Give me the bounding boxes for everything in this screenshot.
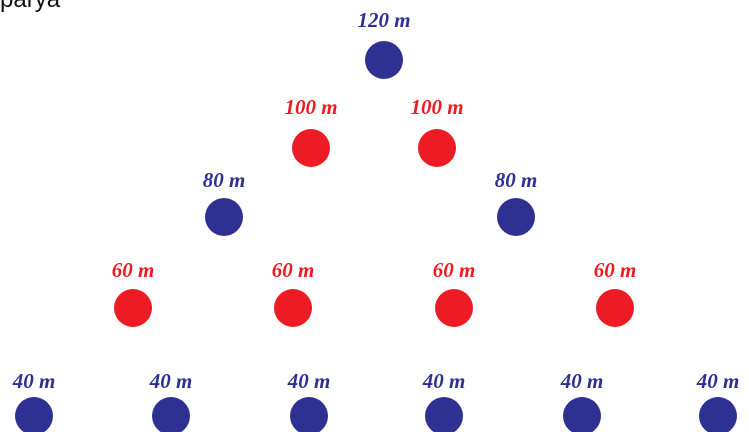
node-distance-label: 40 m xyxy=(560,369,604,393)
node-distance-label: 60 m xyxy=(594,258,637,282)
node-dot-blue xyxy=(205,198,243,236)
node-dot-blue xyxy=(699,397,737,432)
node-dot-blue xyxy=(152,397,190,432)
cropped-heading-text: parya xyxy=(0,0,60,12)
node-distance-label: 80 m xyxy=(495,168,538,192)
node-dot-red xyxy=(274,289,312,327)
node-dot-blue xyxy=(365,41,403,79)
node-dot-red xyxy=(114,289,152,327)
node-distance-label: 40 m xyxy=(149,369,193,393)
node-dot-blue xyxy=(290,397,328,432)
node-distance-label: 60 m xyxy=(112,258,155,282)
node-dot-blue xyxy=(497,198,535,236)
node-dot-red xyxy=(435,289,473,327)
node-dot-blue xyxy=(15,397,53,432)
node-dot-blue xyxy=(425,397,463,432)
node-distance-label: 40 m xyxy=(287,369,331,393)
node-distance-label: 100 m xyxy=(284,95,337,119)
node-distance-label: 60 m xyxy=(272,258,315,282)
node-distance-label: 60 m xyxy=(433,258,476,282)
node-distance-label: 40 m xyxy=(696,369,740,393)
node-dot-red xyxy=(292,129,330,167)
node-distance-label: 120 m xyxy=(357,8,410,32)
node-distance-label: 80 m xyxy=(203,168,246,192)
node-dot-blue xyxy=(563,397,601,432)
node-dot-red xyxy=(418,129,456,167)
node-dot-red xyxy=(596,289,634,327)
node-distance-label: 40 m xyxy=(12,369,56,393)
node-distance-label: 40 m xyxy=(422,369,466,393)
node-distance-label: 100 m xyxy=(410,95,463,119)
